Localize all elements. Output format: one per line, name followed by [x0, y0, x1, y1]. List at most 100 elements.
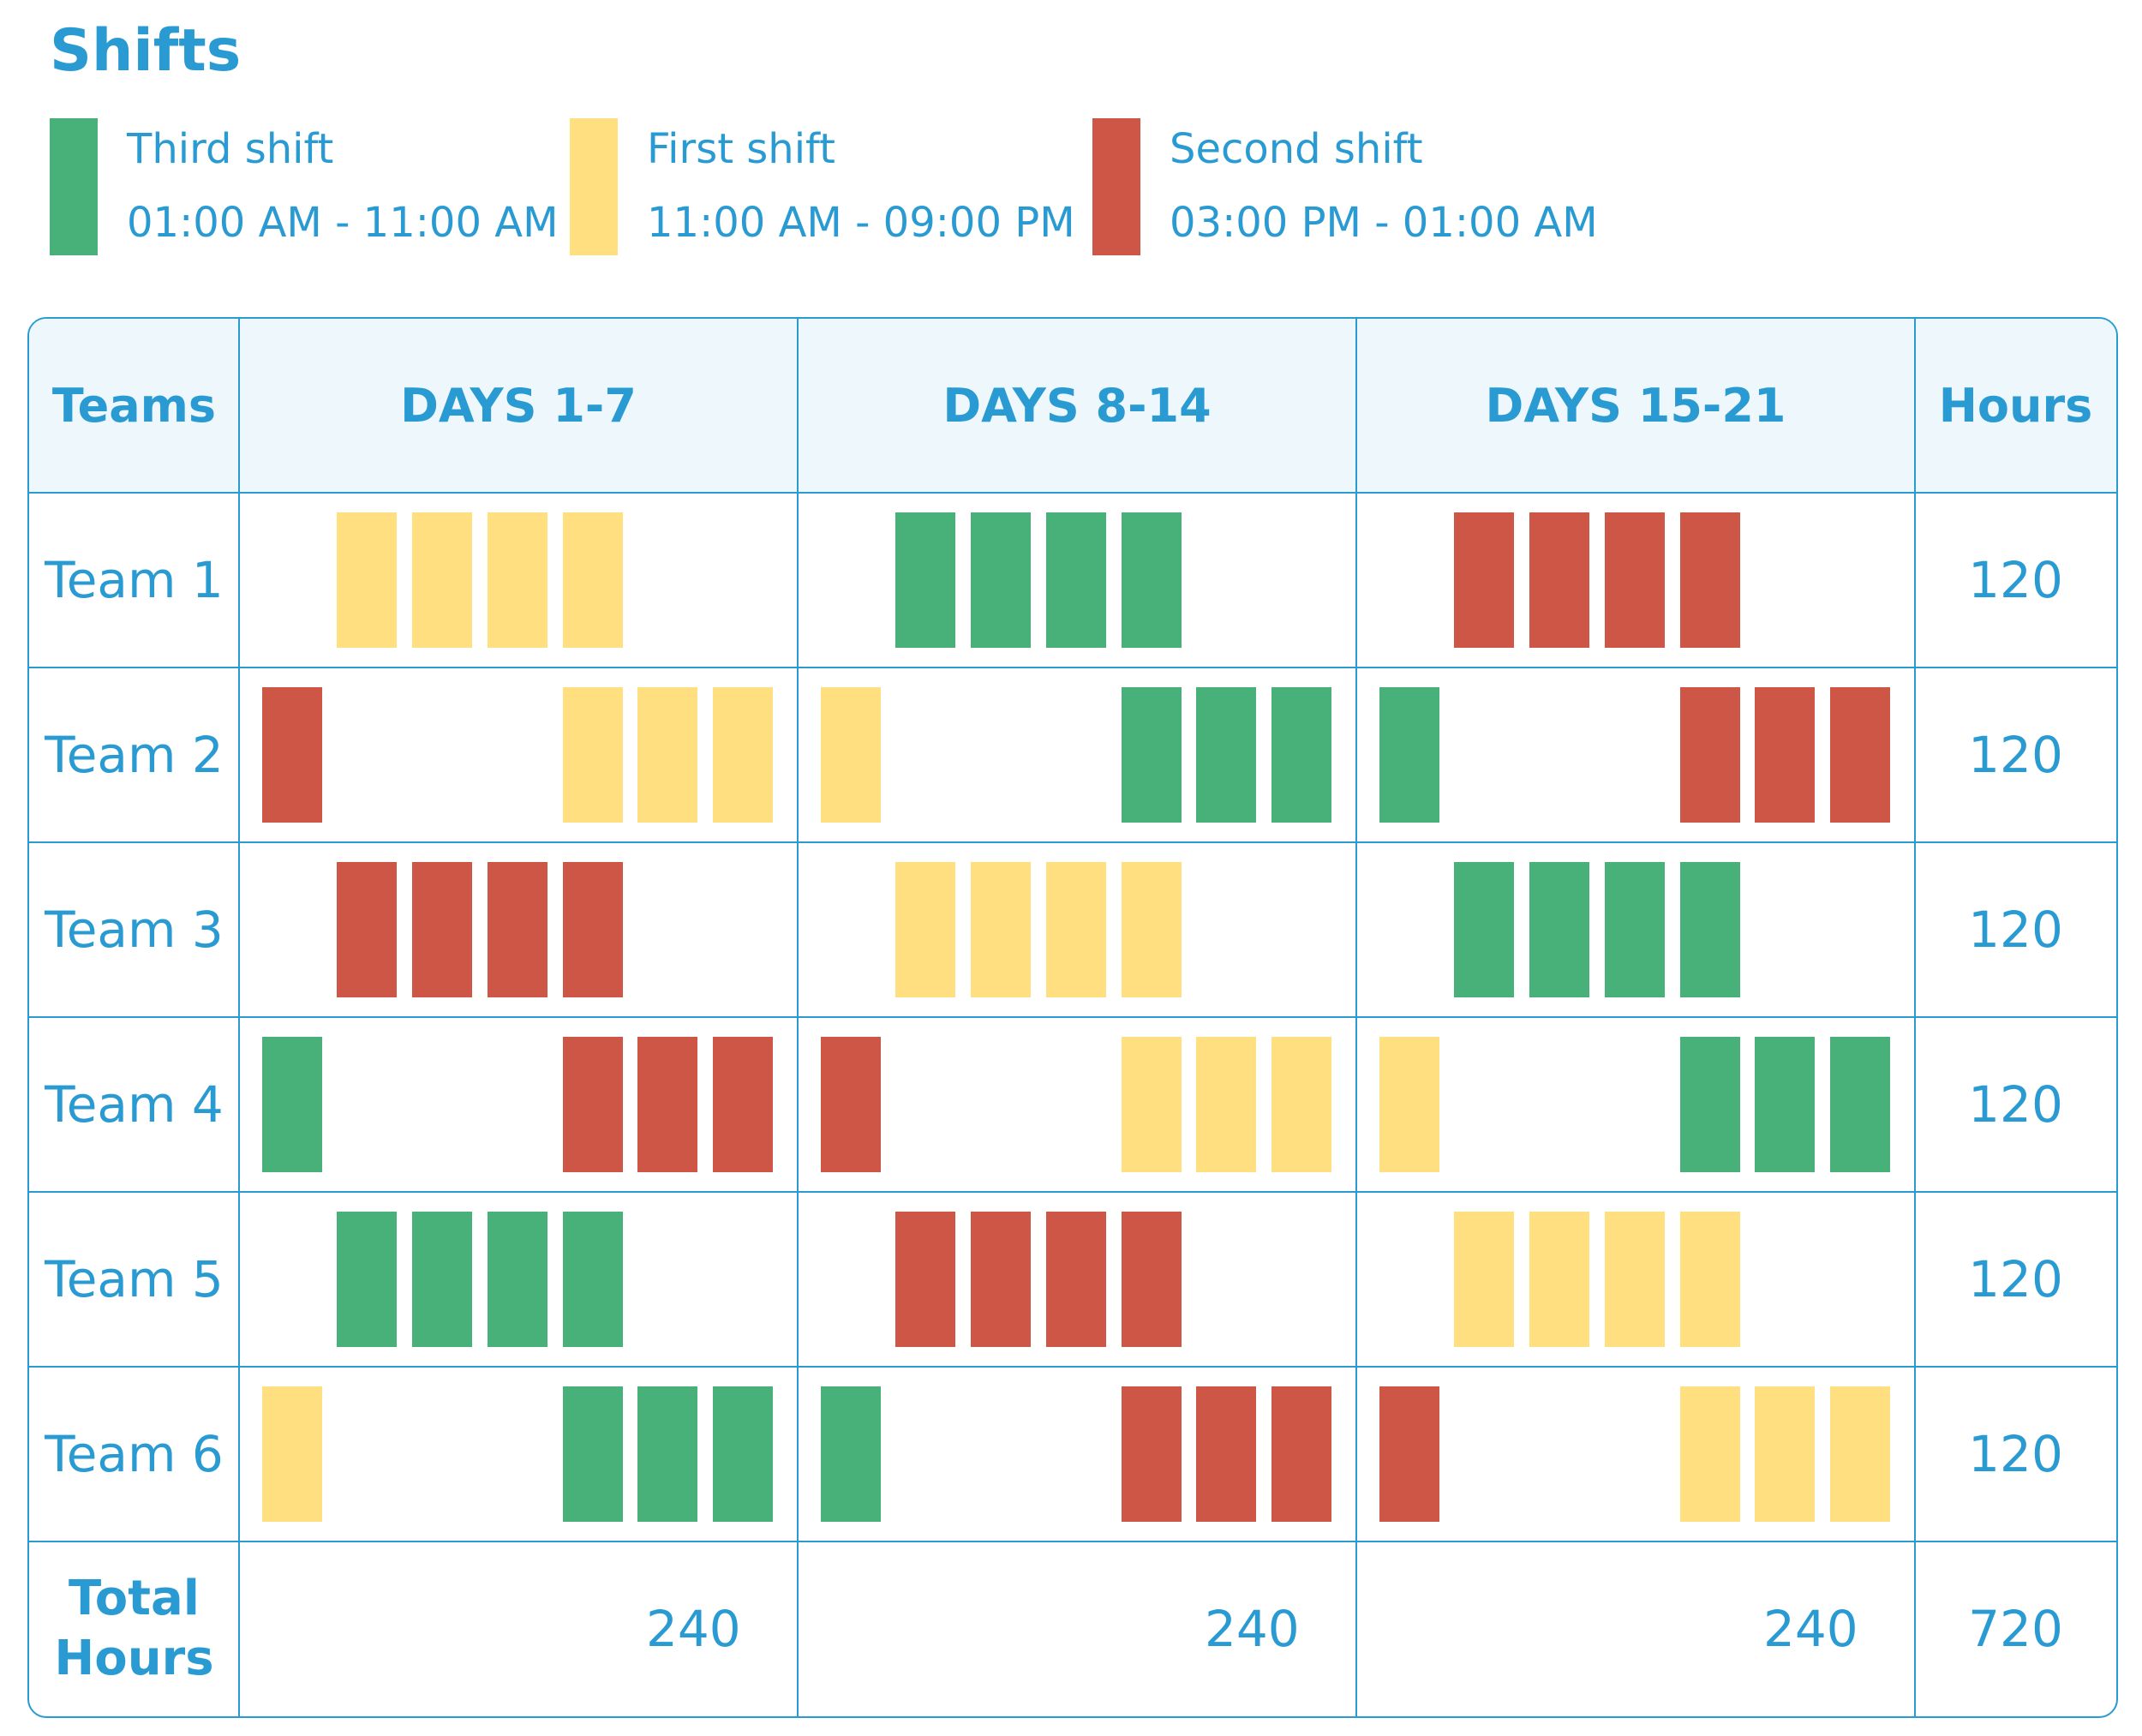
- header-period: DAYS 8-14: [942, 379, 1212, 433]
- shift-block-third: [895, 512, 955, 648]
- shift-block-first: [1529, 1212, 1589, 1347]
- team-hours: 120: [1968, 1425, 2063, 1483]
- legend-swatch-second-shift: [1092, 118, 1140, 255]
- period-total-hours: 240: [1763, 1600, 1858, 1658]
- shift-block-third: [1755, 1037, 1815, 1172]
- shift-block-second: [563, 1037, 623, 1172]
- shift-block-first: [895, 862, 955, 997]
- shift-block-second: [1122, 1212, 1182, 1347]
- shift-block-third: [563, 1212, 623, 1347]
- header-teams: Teams: [51, 379, 217, 433]
- row-divider: [29, 667, 2116, 668]
- shift-block-third: [488, 1212, 547, 1347]
- shift-block-third: [1122, 512, 1182, 648]
- shift-block-second: [1680, 512, 1740, 648]
- shift-block-second: [1755, 687, 1815, 823]
- row-divider: [29, 1191, 2116, 1193]
- row-divider: [29, 1541, 2116, 1542]
- header-hours: Hours: [1938, 379, 2093, 433]
- shift-block-first: [488, 512, 547, 648]
- shift-block-second: [1529, 512, 1589, 648]
- legend-shift-name: First shift: [647, 125, 835, 173]
- shift-block-third: [1196, 687, 1256, 823]
- shift-block-third: [1379, 687, 1439, 823]
- shift-block-first: [1680, 1212, 1740, 1347]
- shift-block-second: [1454, 512, 1514, 648]
- row-divider: [29, 841, 2116, 843]
- shift-block-second: [1122, 1386, 1182, 1522]
- shift-block-second: [1046, 1212, 1106, 1347]
- shift-block-first: [1830, 1386, 1890, 1522]
- shift-block-second: [971, 1212, 1031, 1347]
- shift-block-first: [563, 687, 623, 823]
- shift-block-first: [1046, 862, 1106, 997]
- shift-block-first: [1605, 1212, 1665, 1347]
- overall-total-hours: 720: [1968, 1600, 2063, 1658]
- shift-block-first: [1122, 1037, 1182, 1172]
- legend-item-first-shift: First shift 11:00 AM - 09:00 PM: [570, 118, 1084, 255]
- shift-block-third: [971, 512, 1031, 648]
- shift-block-third: [262, 1037, 322, 1172]
- shift-block-third: [1271, 687, 1331, 823]
- shift-block-second: [412, 862, 472, 997]
- legend-shift-time: 11:00 AM - 09:00 PM: [647, 199, 1075, 247]
- shift-block-second: [1379, 1386, 1439, 1522]
- shift-block-first: [1755, 1386, 1815, 1522]
- shift-block-first: [262, 1386, 322, 1522]
- shift-block-first: [1122, 862, 1182, 997]
- shift-block-second: [821, 1037, 881, 1172]
- team-label: Team 4: [45, 1075, 224, 1134]
- team-hours: 120: [1968, 551, 2063, 609]
- column-divider: [238, 319, 240, 1716]
- page-title: Shifts: [50, 17, 242, 85]
- legend-swatch-third-shift: [50, 118, 98, 255]
- row-divider: [29, 1366, 2116, 1368]
- legend-shift-name: Second shift: [1170, 125, 1423, 173]
- legend-shift-name: Third shift: [127, 125, 334, 173]
- shift-block-second: [1196, 1386, 1256, 1522]
- shift-block-second: [563, 862, 623, 997]
- shift-block-third: [1680, 1037, 1740, 1172]
- team-label: Team 3: [45, 901, 224, 959]
- team-label: Team 5: [45, 1250, 224, 1308]
- shift-block-third: [412, 1212, 472, 1347]
- legend-item-second-shift: Second shift 03:00 PM - 01:00 AM: [1092, 118, 1606, 255]
- team-hours: 120: [1968, 1250, 2063, 1308]
- shift-block-first: [563, 512, 623, 648]
- shift-block-third: [1680, 862, 1740, 997]
- shift-block-second: [488, 862, 547, 997]
- legend-shift-time: 03:00 PM - 01:00 AM: [1170, 199, 1598, 247]
- shift-block-third: [637, 1386, 697, 1522]
- shift-block-second: [1680, 687, 1740, 823]
- shift-block-third: [1529, 862, 1589, 997]
- shift-block-second: [1271, 1386, 1331, 1522]
- shift-block-second: [337, 862, 397, 997]
- team-hours: 120: [1968, 1075, 2063, 1134]
- shift-block-first: [337, 512, 397, 648]
- header-period: DAYS 1-7: [400, 379, 637, 433]
- table-header-background: [29, 319, 2116, 493]
- shift-block-first: [1379, 1037, 1439, 1172]
- period-total-hours: 240: [646, 1600, 741, 1658]
- team-label: Team 1: [45, 551, 224, 609]
- shift-block-third: [1454, 862, 1514, 997]
- shift-block-second: [1605, 512, 1665, 648]
- team-hours: 120: [1968, 901, 2063, 959]
- column-divider: [1914, 319, 1916, 1716]
- shift-block-first: [1196, 1037, 1256, 1172]
- shift-schedule-table: Teams DAYS 1-7 DAYS 8-14 DAYS 15-21 Hours Tea…: [27, 317, 2118, 1718]
- shift-block-third: [713, 1386, 773, 1522]
- shift-block-third: [1122, 687, 1182, 823]
- legend-item-third-shift: Third shift 01:00 AM - 11:00 AM: [50, 118, 564, 255]
- shift-block-third: [1046, 512, 1106, 648]
- shift-block-first: [637, 687, 697, 823]
- team-label: Team 6: [45, 1425, 224, 1483]
- shift-block-first: [1680, 1386, 1740, 1522]
- shift-block-first: [821, 687, 881, 823]
- shift-block-first: [412, 512, 472, 648]
- shift-block-first: [971, 862, 1031, 997]
- shift-block-second: [1830, 687, 1890, 823]
- shift-block-third: [1605, 862, 1665, 997]
- team-hours: 120: [1968, 726, 2063, 784]
- header-period: DAYS 15-21: [1485, 379, 1786, 433]
